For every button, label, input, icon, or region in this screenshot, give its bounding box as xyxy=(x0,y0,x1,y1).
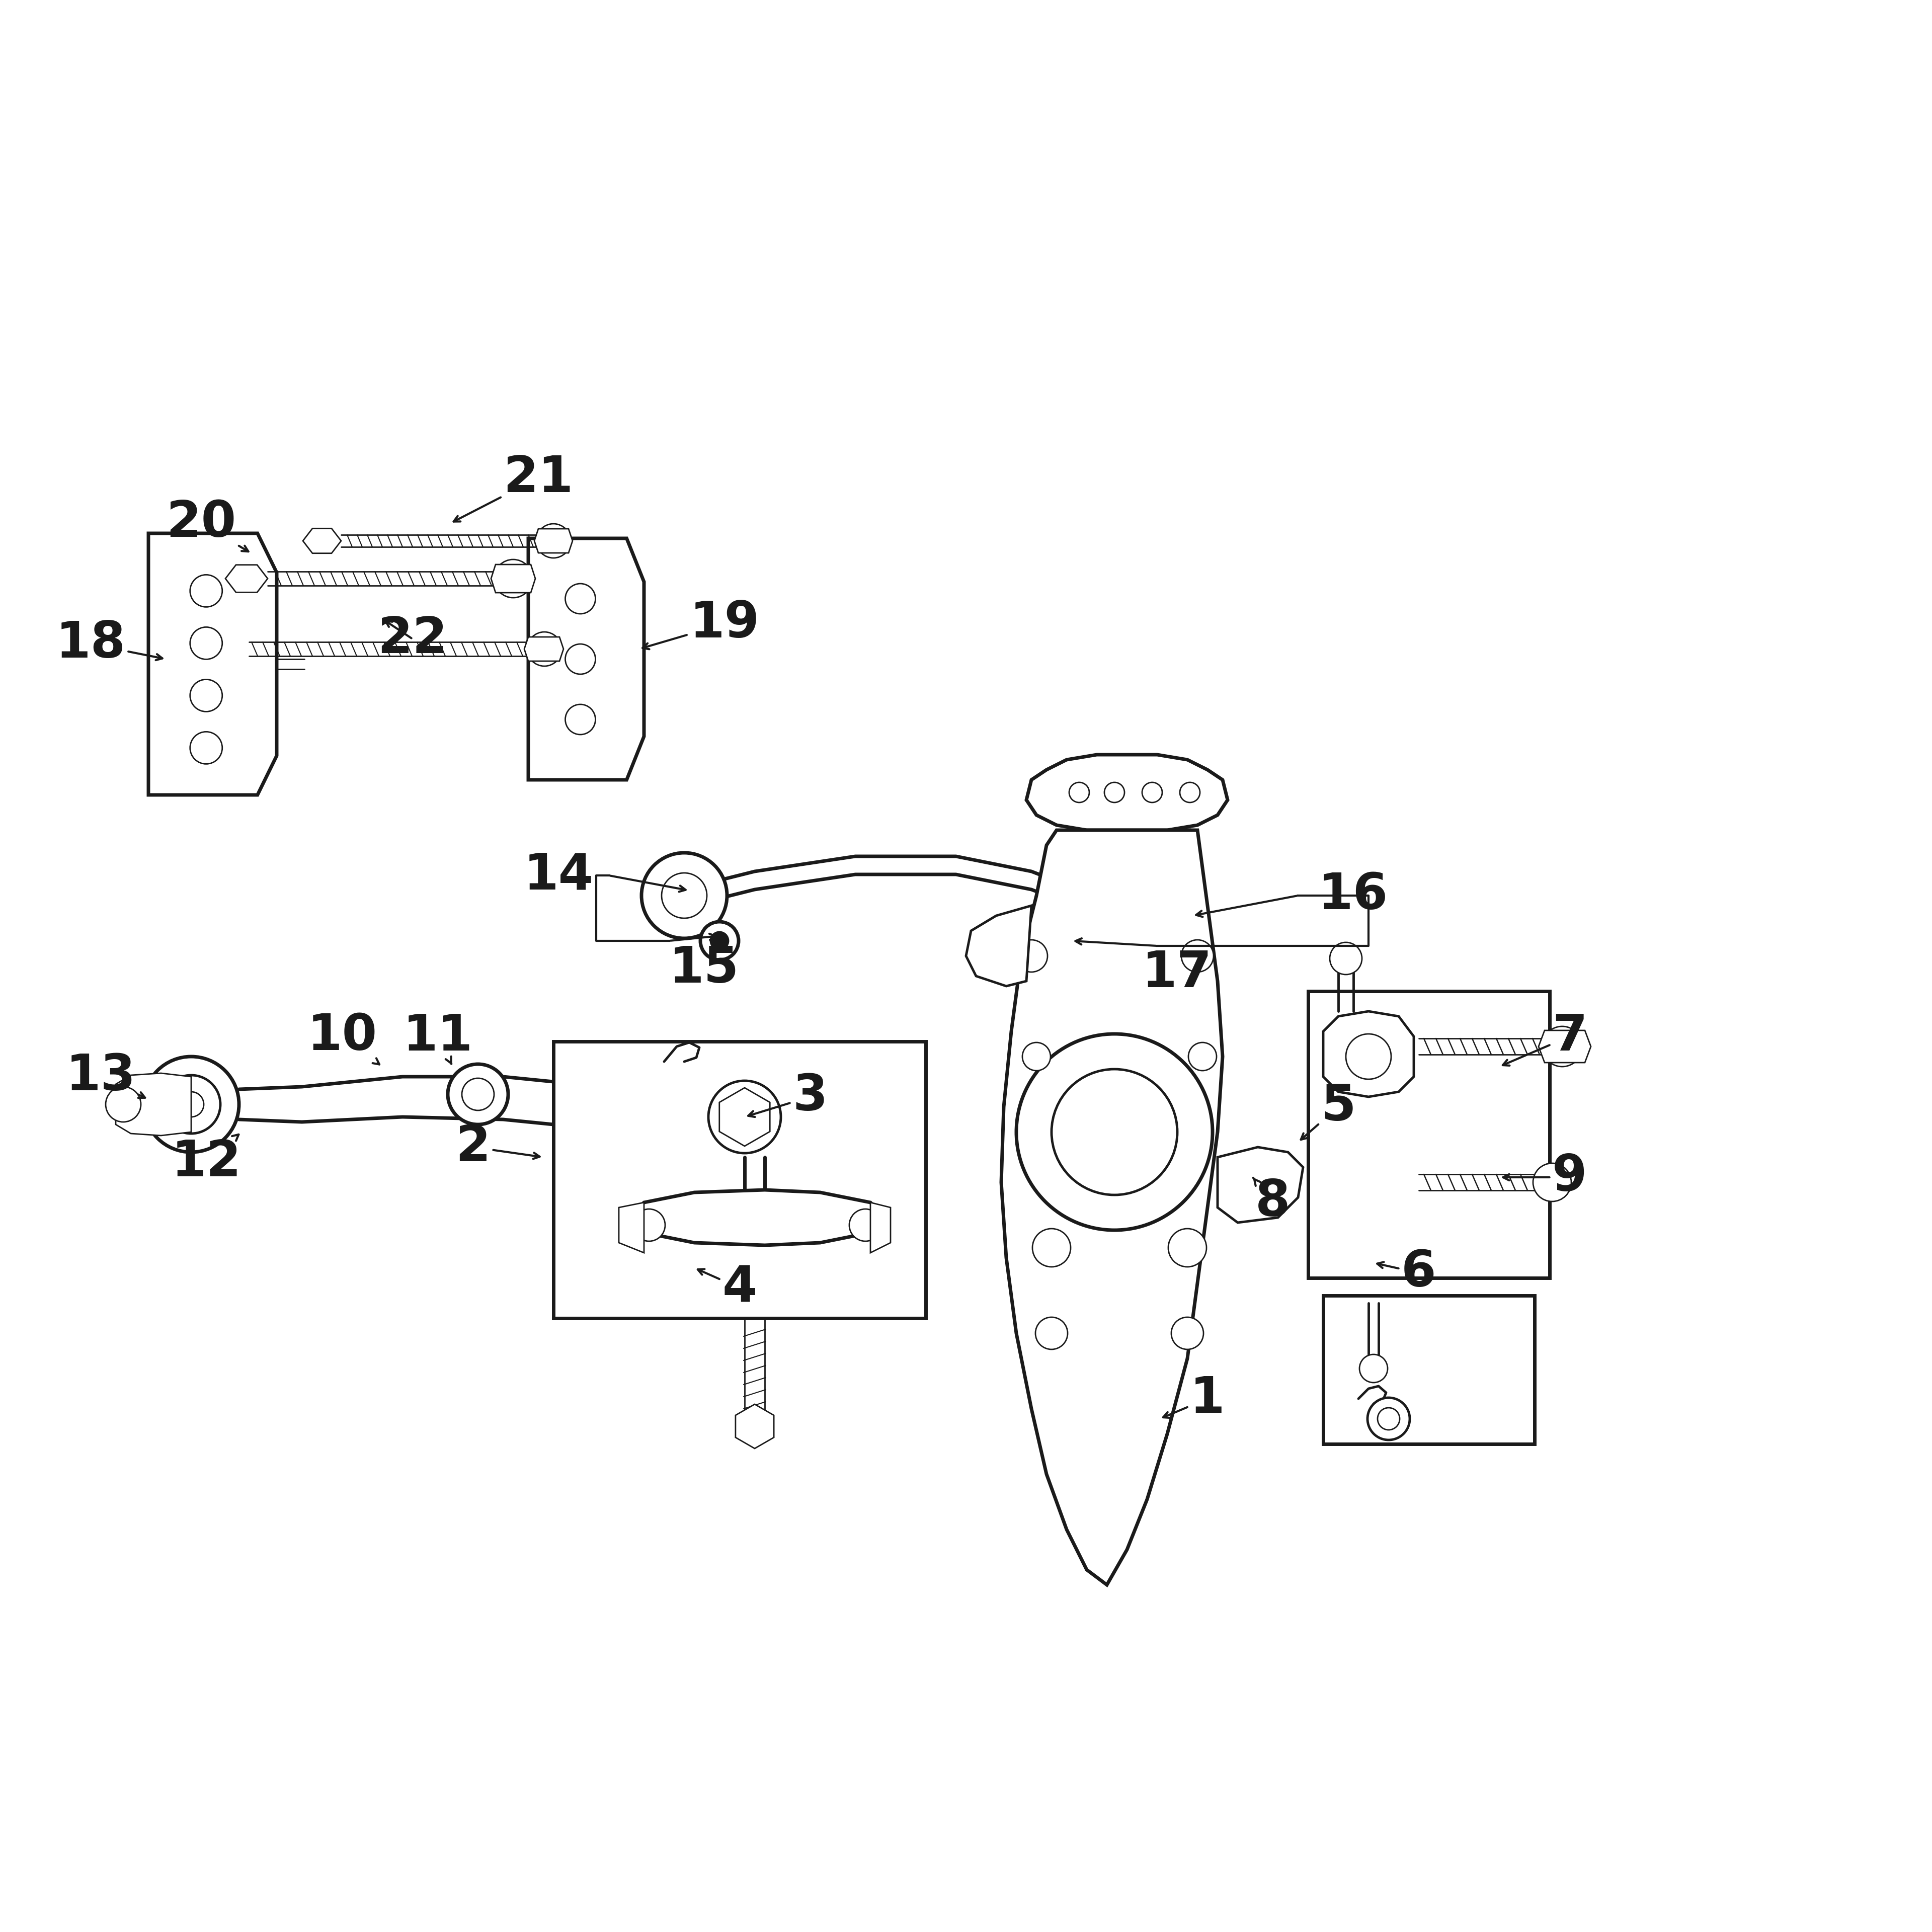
Circle shape xyxy=(641,852,726,939)
Circle shape xyxy=(1053,922,1092,960)
Text: 16: 16 xyxy=(1318,871,1389,920)
Circle shape xyxy=(106,1086,141,1122)
Polygon shape xyxy=(630,1190,885,1246)
Polygon shape xyxy=(719,1088,769,1146)
Text: 14: 14 xyxy=(524,850,593,900)
Text: 10: 10 xyxy=(307,1012,379,1065)
Circle shape xyxy=(1068,782,1090,802)
Circle shape xyxy=(143,1057,240,1151)
Text: 12: 12 xyxy=(172,1134,242,1186)
Polygon shape xyxy=(226,564,269,593)
Circle shape xyxy=(711,931,728,951)
Polygon shape xyxy=(116,1072,191,1136)
Polygon shape xyxy=(1217,1148,1302,1223)
Circle shape xyxy=(1368,1397,1410,1439)
Circle shape xyxy=(1329,943,1362,974)
Circle shape xyxy=(178,1092,203,1117)
Text: 11: 11 xyxy=(402,1012,473,1065)
Circle shape xyxy=(1171,1318,1204,1349)
Text: 13: 13 xyxy=(66,1053,145,1101)
Polygon shape xyxy=(966,906,1032,985)
Text: 21: 21 xyxy=(454,454,574,522)
Polygon shape xyxy=(303,529,342,553)
Circle shape xyxy=(850,1209,881,1240)
Text: 2: 2 xyxy=(456,1122,539,1171)
Bar xyxy=(553,1041,925,1318)
Circle shape xyxy=(566,583,595,614)
Circle shape xyxy=(189,574,222,607)
Circle shape xyxy=(709,1080,781,1153)
Bar xyxy=(1308,991,1549,1277)
Text: 3: 3 xyxy=(748,1072,827,1121)
Polygon shape xyxy=(1130,831,1194,877)
Polygon shape xyxy=(871,1202,891,1252)
Text: 18: 18 xyxy=(56,620,162,668)
Polygon shape xyxy=(736,1405,775,1449)
Circle shape xyxy=(566,705,595,734)
Circle shape xyxy=(1105,782,1124,802)
Circle shape xyxy=(1169,1229,1206,1267)
Polygon shape xyxy=(1323,1010,1414,1097)
Polygon shape xyxy=(1026,755,1227,831)
Circle shape xyxy=(1532,1163,1571,1202)
Polygon shape xyxy=(527,539,643,781)
Polygon shape xyxy=(524,638,564,661)
Text: 5: 5 xyxy=(1300,1082,1356,1140)
Polygon shape xyxy=(491,564,535,593)
Circle shape xyxy=(1036,1318,1068,1349)
Text: 1: 1 xyxy=(1163,1374,1225,1424)
Circle shape xyxy=(1148,891,1177,920)
Polygon shape xyxy=(149,533,276,794)
Text: 8: 8 xyxy=(1254,1179,1291,1227)
Text: 15: 15 xyxy=(668,945,740,993)
Text: 20: 20 xyxy=(166,498,249,551)
Circle shape xyxy=(1347,1034,1391,1080)
Circle shape xyxy=(634,1209,665,1240)
Circle shape xyxy=(1016,1034,1213,1231)
Text: 19: 19 xyxy=(643,599,759,649)
Circle shape xyxy=(1051,1068,1177,1194)
Polygon shape xyxy=(618,1202,643,1252)
Polygon shape xyxy=(535,529,572,553)
Circle shape xyxy=(1032,1229,1070,1267)
Polygon shape xyxy=(1001,831,1223,1584)
Circle shape xyxy=(162,1076,220,1134)
Text: 4: 4 xyxy=(697,1264,757,1312)
Text: 22: 22 xyxy=(377,614,448,663)
Circle shape xyxy=(495,560,533,597)
Circle shape xyxy=(1022,1043,1051,1070)
Circle shape xyxy=(1542,1026,1582,1066)
Circle shape xyxy=(1134,877,1190,933)
Circle shape xyxy=(566,643,595,674)
Text: 17: 17 xyxy=(1142,949,1211,999)
Circle shape xyxy=(1378,1408,1399,1430)
Circle shape xyxy=(1180,939,1213,972)
Bar xyxy=(1323,1296,1534,1443)
Circle shape xyxy=(777,1155,802,1180)
Circle shape xyxy=(462,1078,495,1111)
Polygon shape xyxy=(1538,1030,1590,1063)
Text: 6: 6 xyxy=(1378,1248,1435,1296)
Text: 7: 7 xyxy=(1503,1012,1588,1066)
Polygon shape xyxy=(755,1115,825,1221)
Circle shape xyxy=(661,873,707,918)
Circle shape xyxy=(763,1142,815,1194)
Circle shape xyxy=(1016,939,1047,972)
Circle shape xyxy=(527,632,562,667)
Circle shape xyxy=(189,628,222,659)
Circle shape xyxy=(699,922,738,960)
Circle shape xyxy=(1142,782,1163,802)
Circle shape xyxy=(189,732,222,763)
Text: 9: 9 xyxy=(1503,1153,1588,1202)
Circle shape xyxy=(806,1148,844,1186)
Circle shape xyxy=(1180,782,1200,802)
Circle shape xyxy=(1188,1043,1217,1070)
Circle shape xyxy=(448,1065,508,1124)
Circle shape xyxy=(189,680,222,711)
Circle shape xyxy=(1360,1354,1387,1383)
Circle shape xyxy=(537,524,570,558)
Circle shape xyxy=(1063,931,1080,951)
